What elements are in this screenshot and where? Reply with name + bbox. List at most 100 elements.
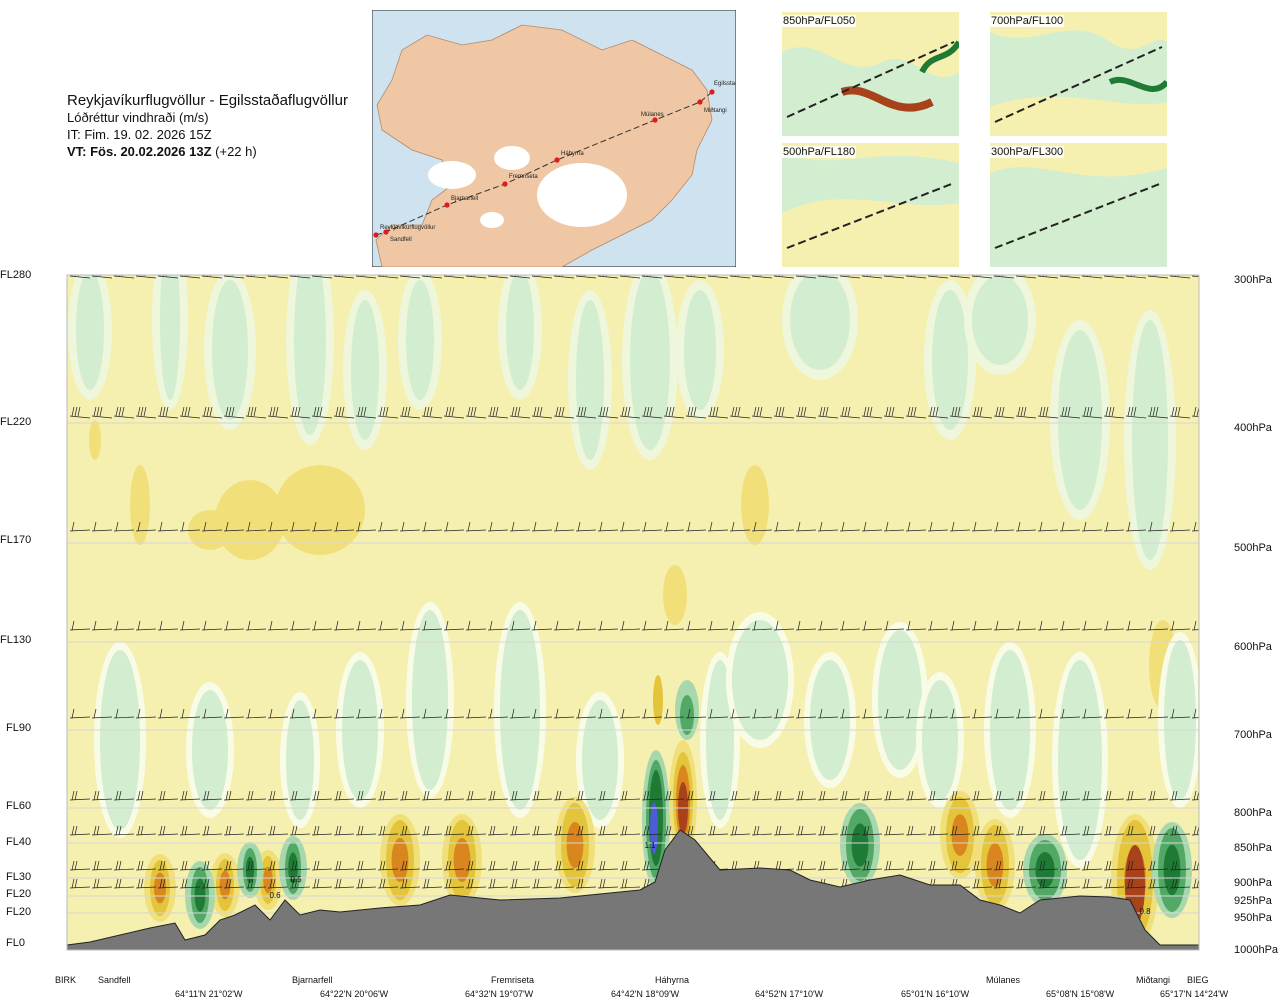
wind-barb (157, 860, 179, 871)
wind-barb (773, 790, 795, 801)
wind-barb (157, 275, 179, 279)
wind-barb (861, 620, 883, 631)
wind-barb (1125, 708, 1147, 719)
wind-barb (267, 275, 289, 279)
field-blob (851, 823, 869, 867)
wind-barb (1169, 275, 1191, 279)
wind-barb (289, 620, 311, 631)
wind-barb (1125, 878, 1147, 889)
wind-barb (377, 406, 399, 419)
wind-barb (971, 406, 993, 419)
wind-barb (971, 860, 993, 871)
wind-barb (861, 825, 883, 836)
wind-barb (1081, 860, 1103, 871)
wind-barb (355, 521, 377, 532)
wind-barb (1081, 790, 1103, 801)
map-waypoint-label: Sandfell (390, 237, 412, 243)
wind-barb (443, 708, 465, 719)
wind-barb (179, 275, 201, 279)
wind-barb (421, 790, 443, 801)
field-blob (89, 420, 101, 460)
wind-barb (113, 275, 135, 279)
wind-barb (289, 406, 311, 419)
wind-barb (1147, 620, 1169, 631)
wind-barb (773, 825, 795, 836)
wind-barb (795, 825, 817, 836)
wind-barb (333, 825, 355, 836)
wind-barb (201, 790, 223, 801)
wind-barb (817, 275, 839, 279)
pressure-label: 900hPa (1234, 877, 1272, 889)
field-blob (630, 275, 670, 450)
wind-barb (69, 860, 91, 871)
field-blob (790, 275, 850, 370)
map-waypoint-label: Egilsstaðir (714, 80, 736, 87)
wind-barb (597, 708, 619, 719)
wind-barb (443, 790, 465, 801)
field-blob (732, 620, 788, 740)
wind-barb (421, 860, 443, 871)
coordinate-label: 64°42'N 18°09'W (611, 989, 680, 999)
wind-barb (289, 860, 311, 871)
wind-barb (773, 521, 795, 532)
wind-barb (993, 521, 1015, 532)
wind-barb (1103, 825, 1125, 836)
field-blob (650, 802, 658, 854)
wind-barb (311, 708, 333, 719)
field-blob (951, 814, 969, 856)
fl-label: FL30 (6, 871, 32, 883)
wind-barb (399, 825, 421, 836)
wind-barb (399, 620, 421, 631)
wind-barb (465, 275, 487, 279)
fl-label: FL170 (0, 534, 32, 546)
wind-barb (729, 275, 751, 279)
pressure-label: 1000hPa (1234, 944, 1279, 956)
wind-barb (201, 860, 223, 871)
wind-barb (201, 275, 223, 279)
wind-barb (113, 825, 135, 836)
wind-barb (707, 790, 729, 801)
wind-barb (927, 275, 949, 279)
wind-barb (509, 860, 531, 871)
wind-barb (333, 860, 355, 871)
wind-barb (905, 860, 927, 871)
wind-barb (421, 620, 443, 631)
wind-barb (1169, 708, 1191, 719)
map-waypoint (697, 99, 703, 105)
wind-barb (773, 620, 795, 631)
wind-barb (553, 406, 575, 419)
field-blob (932, 290, 968, 430)
wind-barb (1015, 878, 1037, 889)
wind-barb (597, 521, 619, 532)
wind-barb (443, 275, 465, 279)
thumbnail-850[interactable]: 850hPa/FL050 (782, 12, 962, 137)
wind-barb (795, 860, 817, 871)
map-waypoint-label: Miðtangi (704, 107, 727, 114)
thumbnail-850-svg (782, 12, 962, 137)
wind-barb (773, 406, 795, 419)
thumbnail-500[interactable]: 500hPa/FL180 (782, 143, 959, 267)
wind-barb (993, 275, 1015, 279)
wind-barb (971, 275, 993, 279)
wind-barb (267, 860, 289, 871)
wind-barb (1169, 790, 1191, 801)
fl-label: FL20 (6, 906, 32, 918)
wind-barb (245, 708, 267, 719)
pressure-label: 600hPa (1234, 641, 1272, 653)
thumbnail-300[interactable]: 300hPa/FL300 (990, 143, 1167, 267)
wind-barb (1169, 825, 1191, 836)
wind-barb (69, 406, 91, 419)
wind-barb (179, 708, 201, 719)
wind-barb (1037, 521, 1059, 532)
wind-barb (179, 620, 201, 631)
wind-barb (157, 620, 179, 631)
wind-barb (663, 708, 685, 719)
wind-barb (553, 521, 575, 532)
field-blob (391, 838, 409, 882)
wind-barb (927, 825, 949, 836)
wind-barb (311, 406, 333, 419)
wind-barb (949, 275, 971, 279)
thumbnail-700[interactable]: 700hPa/FL100 (990, 12, 1170, 136)
peak-value-label: 1.1 (644, 841, 656, 850)
wind-barb (399, 275, 421, 279)
